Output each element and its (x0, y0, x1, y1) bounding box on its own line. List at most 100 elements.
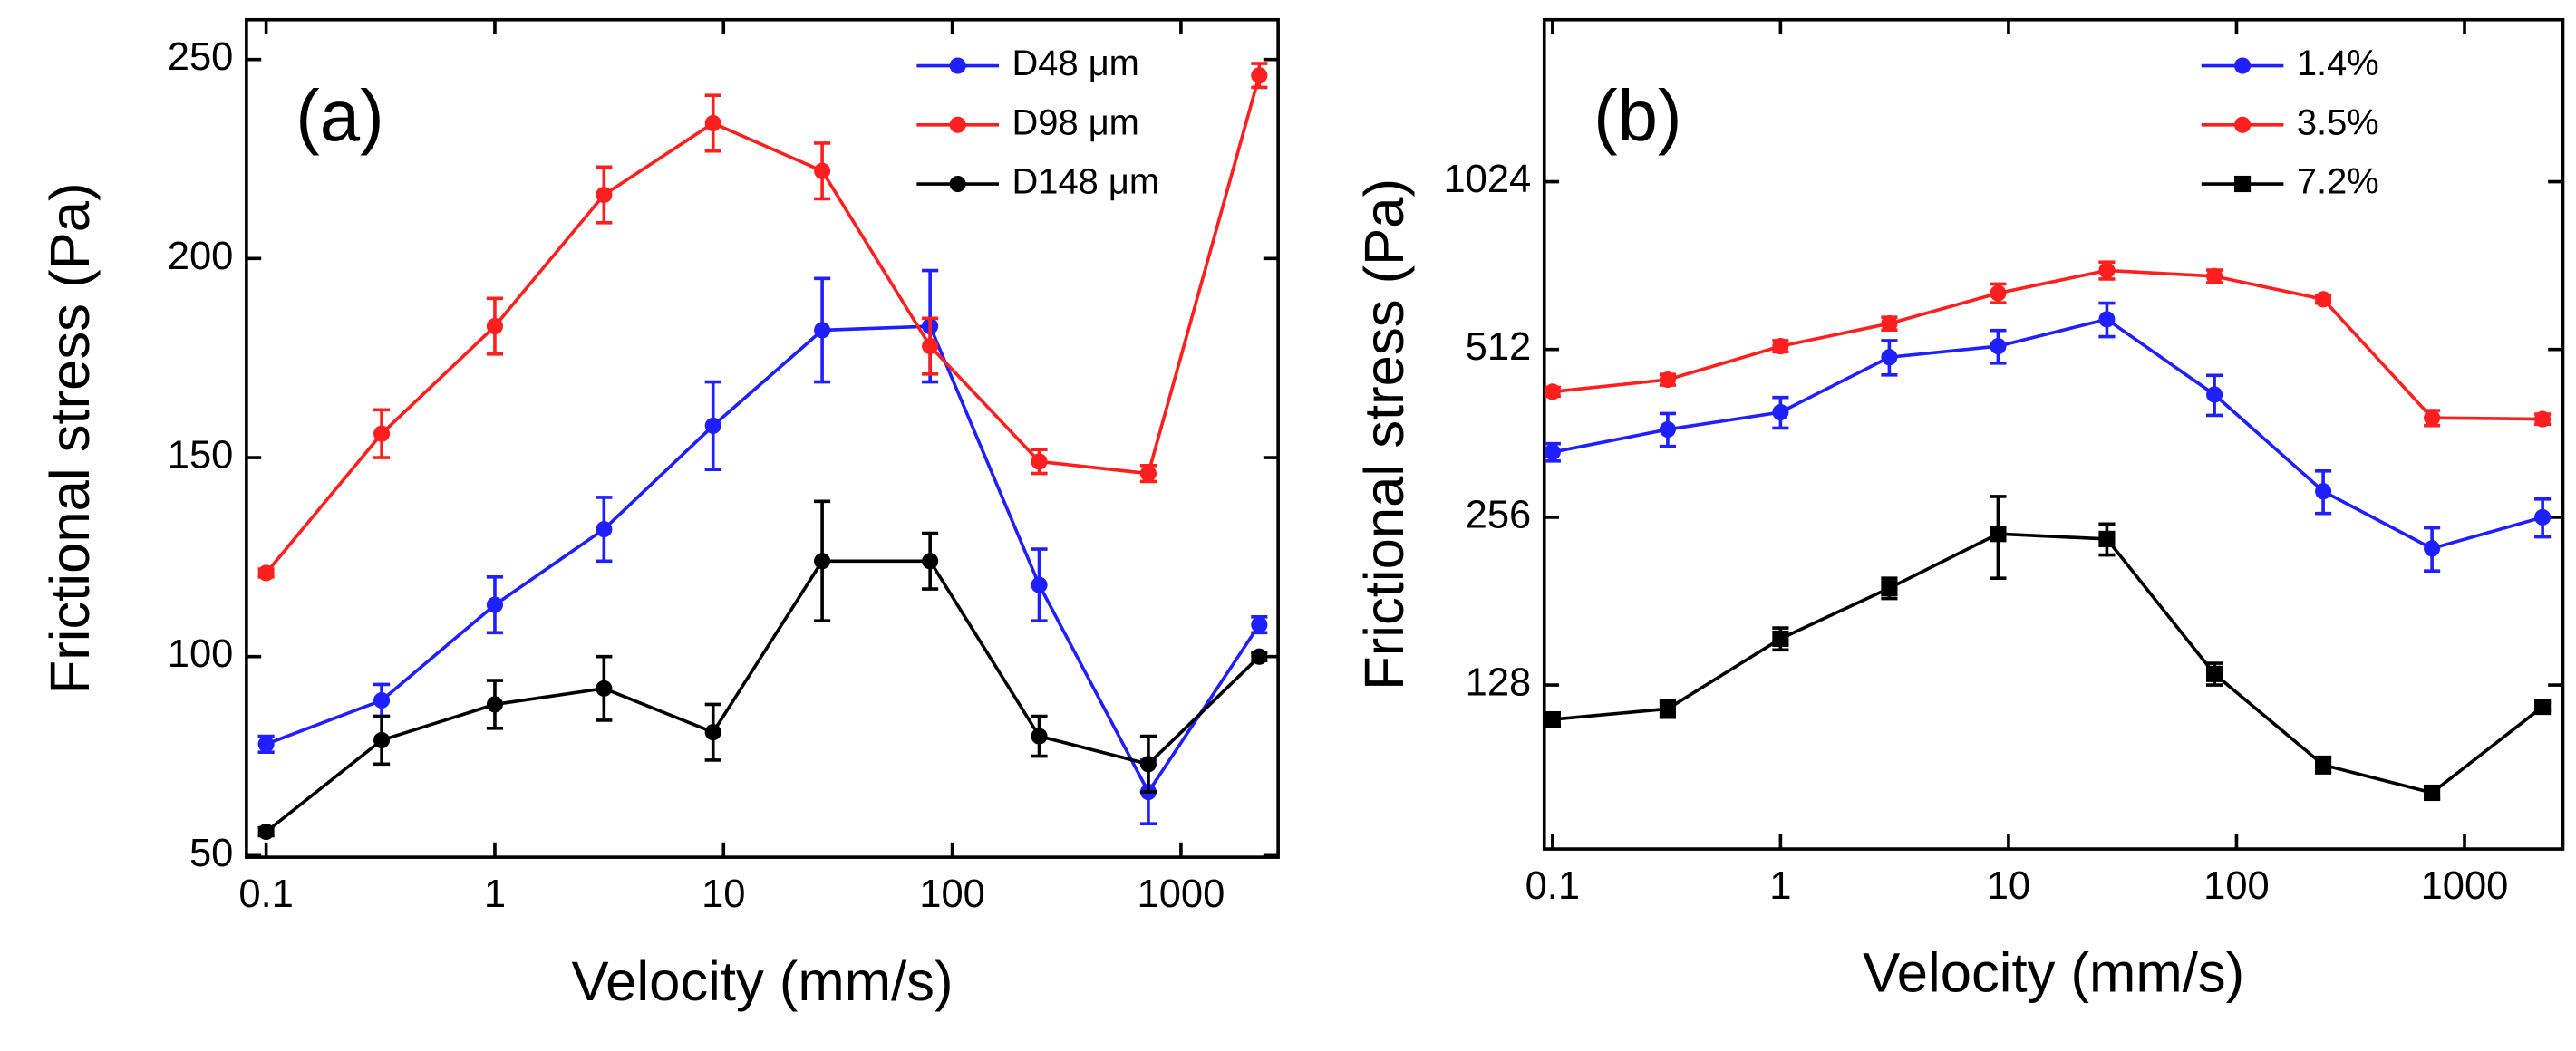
panel: 0.1 1 10 100 1000 128 256 512 1024 Velocity (mm/s… (1353, 17, 2565, 1005)
marker (257, 823, 275, 841)
marker (2424, 540, 2441, 557)
marker (1659, 420, 1676, 439)
x-axis-label: Velocity (mm/s) (571, 950, 953, 1013)
x-tick-label: 1 (1769, 864, 1791, 908)
x-axis-label: Velocity (mm/s) (1863, 942, 2244, 1005)
plot-frame (1542, 17, 2565, 851)
marker (1990, 526, 2007, 543)
marker (2315, 291, 2332, 308)
series-line (265, 74, 1262, 574)
marker (2206, 386, 2223, 403)
marker (486, 317, 504, 335)
series-line (1552, 268, 2543, 421)
marker (1031, 453, 1048, 470)
y-tick-label: 200 (168, 235, 234, 278)
marker (704, 114, 721, 132)
marker (814, 322, 831, 339)
marker (596, 680, 613, 697)
marker (814, 162, 831, 179)
x-tick-label: 1000 (2421, 864, 2509, 908)
y-tick-label: 150 (168, 434, 234, 477)
marker (1544, 443, 1561, 461)
x-tick-label: 0.1 (238, 873, 293, 916)
marker (922, 553, 939, 570)
marker (373, 691, 391, 709)
marker (2534, 698, 2552, 716)
y-tick-label: 250 (168, 35, 234, 79)
legend-label: D148 μm (1012, 162, 1160, 202)
y-tick-label: 128 (1466, 661, 1532, 705)
marker (2534, 508, 2552, 526)
marker (257, 564, 275, 582)
y-tick-label: 256 (1466, 493, 1532, 536)
marker (373, 425, 391, 442)
legend-marker (949, 116, 966, 133)
marker (1881, 580, 1898, 597)
marker (1881, 315, 1898, 333)
legend-marker (949, 57, 966, 74)
panel-annotation: (a) (295, 75, 383, 156)
marker (2206, 665, 2223, 682)
legend-label: 1.4% (2297, 43, 2379, 83)
legend-marker (2234, 57, 2252, 74)
marker (1772, 403, 1789, 421)
series-line (265, 559, 1261, 834)
x-tick-label: 1000 (1138, 873, 1225, 916)
marker (2424, 784, 2441, 802)
y-tick-label: 512 (1466, 325, 1532, 369)
legend-label: D98 μm (1012, 102, 1139, 142)
panel-annotation: (b) (1593, 75, 1681, 156)
y-tick-label: 100 (168, 632, 234, 676)
marker (2424, 410, 2441, 427)
marker (1990, 284, 2007, 302)
marker (704, 417, 721, 434)
x-tick-label: 10 (1987, 864, 2030, 908)
marker (2315, 483, 2332, 500)
marker (2098, 530, 2116, 547)
marker (257, 736, 275, 753)
marker (1031, 728, 1048, 745)
legend-marker (2234, 116, 2252, 133)
x-tick-label: 10 (702, 873, 745, 916)
panel: 0.1 1 10 100 1000 50 100 150 200 250 Velocity (mm/… (39, 17, 1280, 1013)
marker (1544, 383, 1561, 400)
marker (2534, 410, 2552, 428)
marker (1251, 616, 1268, 633)
legend-label: 7.2% (2297, 162, 2379, 202)
marker (2206, 267, 2223, 284)
marker (1139, 756, 1157, 773)
plot-frame (245, 17, 1280, 859)
series-line (1552, 532, 2544, 795)
marker (486, 696, 504, 713)
marker (2315, 757, 2332, 774)
marker (1990, 338, 2007, 355)
marker (596, 521, 613, 538)
legend-marker (2234, 175, 2252, 193)
x-tick-label: 100 (919, 873, 985, 916)
legend-marker (949, 175, 966, 193)
marker (373, 731, 391, 749)
legend-label: D48 μm (1012, 43, 1139, 83)
marker (814, 553, 831, 570)
marker (1139, 465, 1157, 482)
series-line (1552, 317, 2543, 551)
marker (1251, 648, 1268, 665)
marker (1659, 371, 1676, 389)
marker (486, 596, 504, 613)
x-tick-label: 100 (2203, 864, 2270, 908)
marker (2098, 262, 2116, 279)
marker (922, 337, 939, 355)
marker (1772, 630, 1789, 647)
y-tick-label: 50 (189, 832, 233, 875)
marker (1659, 700, 1676, 718)
y-axis-label: Frictional stress (Pa) (1353, 178, 1416, 690)
x-tick-label: 1 (484, 873, 506, 916)
marker (2098, 311, 2116, 328)
series-line (265, 324, 1261, 795)
marker (1251, 67, 1268, 84)
y-axis-label: Frictional stress (Pa) (39, 182, 102, 694)
marker (704, 724, 721, 741)
marker (1772, 338, 1789, 355)
